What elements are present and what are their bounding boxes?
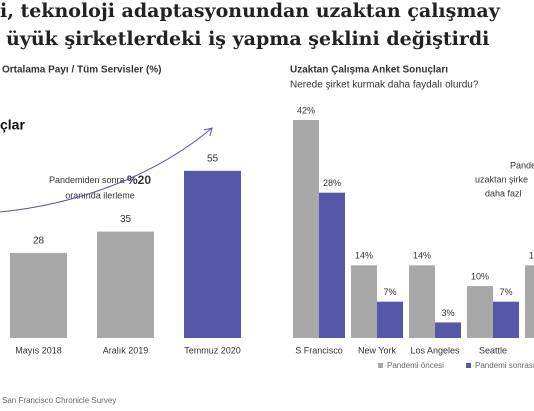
value-label: 7%	[499, 287, 512, 297]
legend-label: Pandemi öncesi	[387, 361, 444, 370]
bar	[467, 286, 493, 338]
annotation-text: Pandemiden sonra	[49, 175, 125, 185]
trend-arrow	[0, 127, 213, 213]
annotation-text: daha fazl	[485, 188, 522, 198]
x-tick-label: Seattle	[479, 345, 507, 355]
value-label: 14%	[529, 251, 534, 261]
bar	[293, 120, 319, 339]
arrow-head	[203, 127, 213, 137]
page-title: üyük şirketlerdeki iş yapma şeklini deği…	[6, 28, 489, 50]
chart-title: çlar	[0, 117, 25, 133]
bar	[493, 301, 519, 338]
x-tick-label: S Francisco	[295, 345, 343, 355]
value-label: 28%	[323, 178, 341, 188]
bar	[10, 252, 67, 338]
x-tick-label: Aralık 2019	[103, 345, 149, 355]
value-label: 35	[120, 214, 132, 225]
value-label: 7%	[383, 287, 396, 297]
value-label: 55	[207, 153, 219, 164]
x-tick-label: Los Angeles	[410, 345, 460, 355]
bar	[435, 322, 461, 338]
bar	[377, 301, 403, 338]
bar	[184, 170, 241, 338]
chart-title: Uzaktan Çalışma Anket Sonuçları	[290, 65, 448, 76]
value-label: 3%	[441, 308, 454, 318]
chart-subtitle: Ortalama Payı / Tüm Servisler (%)	[2, 65, 162, 76]
legend-label: Pandemi sonrası	[475, 361, 534, 370]
x-tick-label: Temmuz 2020	[184, 345, 241, 355]
source: San Francisco Chronicle Survey	[2, 396, 116, 405]
bar	[97, 231, 154, 338]
annotation-text: Pande	[510, 160, 534, 170]
annotation-text: oranında ilerleme	[65, 190, 135, 200]
value-label: 42%	[297, 105, 315, 115]
bar	[409, 265, 435, 338]
value-label: 10%	[471, 271, 489, 281]
legend-swatch	[466, 363, 471, 368]
bar	[525, 265, 534, 338]
value-label: 28	[33, 236, 45, 247]
x-tick-label: Mayıs 2018	[15, 345, 62, 355]
chart-subtitle: Nerede şirket kurmak daha faydalı olurdu…	[290, 80, 479, 91]
legend-swatch	[378, 363, 383, 368]
value-label: 14%	[355, 251, 373, 261]
page-title: i, teknoloji adaptasyonundan uzaktan çal…	[0, 0, 501, 22]
annotation-text: %20	[127, 173, 151, 187]
annotation-text: uzaktan şirke	[475, 174, 528, 184]
value-label: 14%	[413, 251, 431, 261]
x-tick-label: New York	[358, 345, 397, 355]
bar	[319, 192, 345, 338]
bar	[351, 265, 377, 338]
